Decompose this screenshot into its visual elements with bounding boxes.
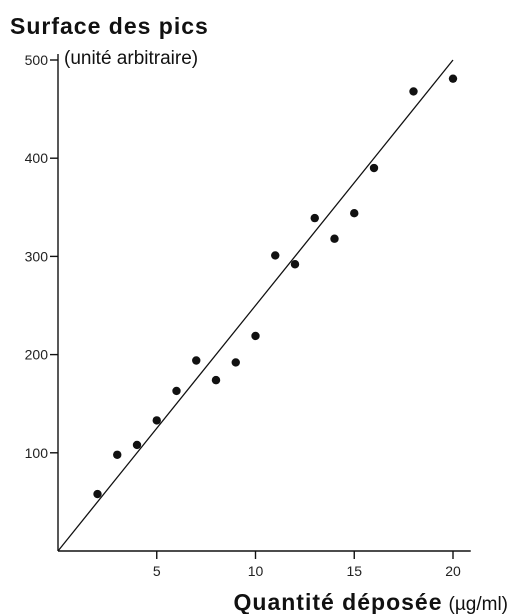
data-point <box>172 386 181 396</box>
data-point <box>152 416 161 425</box>
y-tick-label: 500 <box>25 52 49 68</box>
y-axis-ticks: 100 200 300 400 500 <box>25 52 58 461</box>
x-axis-ticks: 5 10 15 20 <box>153 551 461 579</box>
data-point <box>113 450 122 459</box>
data-point <box>192 356 201 365</box>
data-point <box>132 440 142 450</box>
x-tick-label: 10 <box>248 563 264 579</box>
data-point <box>93 489 102 499</box>
x-axis-label: Quantité déposée (µg/ml) <box>234 589 508 614</box>
chart-title: Surface des pics <box>10 13 209 39</box>
x-axis-title: Quantité déposée <box>234 589 443 614</box>
data-point <box>350 208 359 218</box>
data-point <box>330 234 339 243</box>
data-point <box>290 260 300 269</box>
data-point <box>271 251 280 260</box>
data-points <box>93 74 458 499</box>
x-axis-unit: (µg/ml) <box>449 594 509 614</box>
y-axis-unit-label: (unité arbitraire) <box>64 48 198 69</box>
data-point <box>310 213 319 223</box>
data-point <box>369 163 379 173</box>
data-point <box>409 87 418 96</box>
y-tick-label: 100 <box>25 445 49 461</box>
x-tick-label: 5 <box>153 563 161 579</box>
y-tick-label: 200 <box>25 347 49 363</box>
x-tick-label: 20 <box>445 563 461 579</box>
regression-line <box>57 59 454 552</box>
y-tick-label: 300 <box>25 248 49 264</box>
y-tick-label: 400 <box>25 150 49 166</box>
data-point <box>448 74 458 83</box>
data-point <box>211 375 221 385</box>
x-tick-label: 15 <box>346 563 362 579</box>
data-point <box>251 331 260 341</box>
data-point <box>231 358 240 367</box>
